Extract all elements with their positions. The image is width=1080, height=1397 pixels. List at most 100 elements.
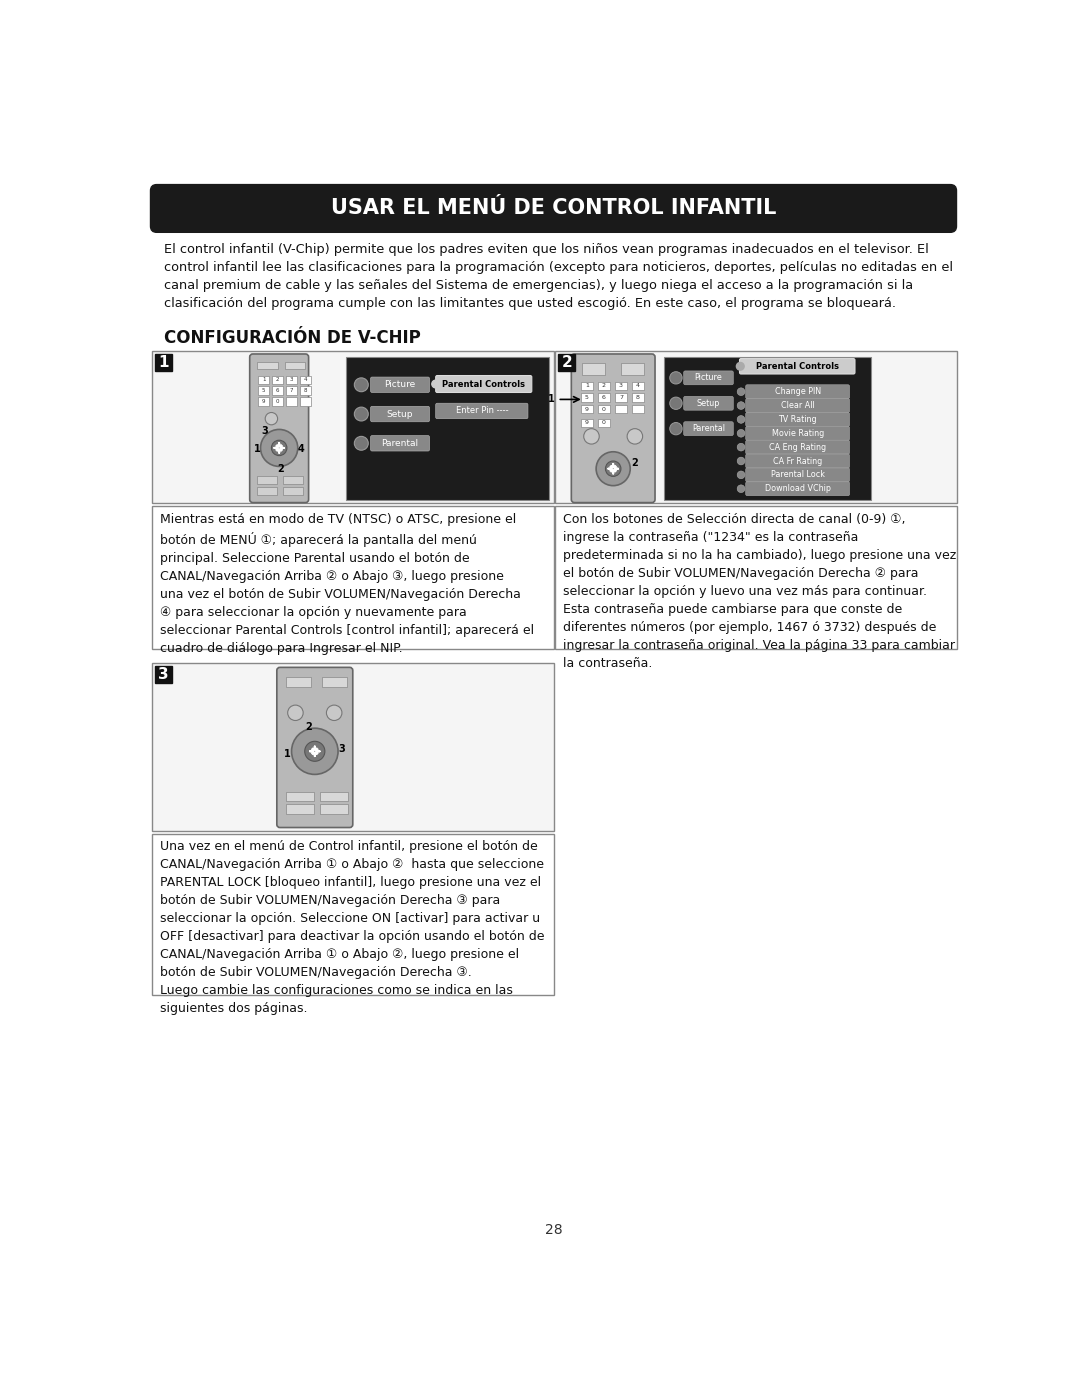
Text: Picture: Picture [384,380,416,390]
Text: 3: 3 [619,383,623,388]
Text: 5: 5 [261,388,266,393]
Bar [597,405,610,414]
Circle shape [354,377,368,391]
Bar [555,351,957,503]
Bar [581,405,593,414]
FancyBboxPatch shape [745,440,850,454]
Circle shape [738,415,745,423]
Text: CONFIGURACIÓN DE V-CHIP: CONFIGURACIÓN DE V-CHIP [164,330,421,348]
Circle shape [354,436,368,450]
Text: Con los botones de Selección directa de canal (0-9) ①,
ingrese la contraseña ("1: Con los botones de Selección directa de … [563,513,956,669]
Bar [558,353,576,372]
Text: 3: 3 [261,426,269,436]
Bar [300,387,311,395]
FancyBboxPatch shape [745,398,850,412]
Text: 28: 28 [544,1224,563,1238]
Text: 3: 3 [159,666,168,682]
Bar [555,507,957,648]
Text: Clear All: Clear All [781,401,814,411]
Bar [152,834,554,996]
Bar [286,397,297,405]
Text: 3: 3 [338,745,346,754]
Text: 1: 1 [548,394,554,404]
FancyBboxPatch shape [745,384,850,398]
Text: 2: 2 [632,458,638,468]
Text: 2: 2 [602,383,606,388]
Text: 2: 2 [275,377,280,383]
Text: 4: 4 [303,377,307,383]
Text: CA Eng Rating: CA Eng Rating [769,443,826,451]
FancyBboxPatch shape [740,359,855,374]
Bar [663,358,872,500]
Bar [615,393,627,402]
Circle shape [596,451,631,486]
Text: 7: 7 [619,395,623,400]
Text: 1: 1 [284,749,291,760]
Text: 1: 1 [159,355,168,370]
Bar [156,353,172,372]
FancyBboxPatch shape [745,468,850,482]
Bar [286,792,314,802]
Bar [152,507,554,648]
Text: Una vez en el menú de Control infantil, presione el botón de
CANAL/Navegación Ar: Una vez en el menú de Control infantil, … [160,840,544,1014]
Text: 0: 0 [602,407,606,412]
Bar [300,376,311,384]
Text: Parental: Parental [381,439,419,448]
Circle shape [738,443,745,451]
Circle shape [670,422,683,434]
FancyBboxPatch shape [745,412,850,426]
Bar [621,363,644,374]
Text: USAR EL MENÚ DE CONTROL INFANTIL: USAR EL MENÚ DE CONTROL INFANTIL [330,198,777,218]
Circle shape [292,728,338,774]
Circle shape [738,388,745,395]
Text: Change PIN: Change PIN [774,387,821,397]
Text: Mientras está en modo de TV (NTSC) o ATSC, presione el
botón de MENÚ ①; aparecer: Mientras está en modo de TV (NTSC) o ATS… [160,513,534,655]
Bar [632,381,644,390]
Text: Parental: Parental [692,425,725,433]
FancyBboxPatch shape [435,404,528,419]
Bar [632,405,644,414]
Bar [597,381,610,390]
Circle shape [738,485,745,493]
Bar [272,376,283,384]
Text: 4: 4 [297,444,305,454]
Text: CA Fr Rating: CA Fr Rating [773,457,822,465]
Text: 2: 2 [278,464,284,475]
Circle shape [432,380,440,388]
Bar [581,381,593,390]
Bar [286,376,297,384]
Text: 6: 6 [275,388,280,393]
Bar [156,666,172,683]
FancyBboxPatch shape [684,372,733,384]
Text: 0: 0 [602,420,606,426]
Text: 1: 1 [261,377,266,383]
Circle shape [738,457,745,465]
FancyBboxPatch shape [370,377,430,393]
Bar [286,805,314,813]
Circle shape [738,402,745,409]
Bar [322,676,347,687]
Bar [272,397,283,405]
Bar [582,363,606,374]
FancyBboxPatch shape [435,376,531,393]
Text: 7: 7 [289,388,294,393]
Bar [581,393,593,402]
FancyBboxPatch shape [745,454,850,468]
Text: Setup: Setup [387,409,414,419]
FancyBboxPatch shape [150,184,957,232]
Text: 9: 9 [261,398,266,404]
Bar [581,419,593,427]
Bar [300,397,311,405]
Circle shape [738,471,745,479]
Bar [257,476,276,485]
Bar [632,393,644,402]
Bar [283,476,303,485]
Bar [258,376,269,384]
Circle shape [670,372,683,384]
FancyBboxPatch shape [370,407,430,422]
Circle shape [627,429,643,444]
Circle shape [266,412,278,425]
Bar [284,362,305,369]
Text: 6: 6 [602,395,606,400]
Text: 0: 0 [275,398,280,404]
